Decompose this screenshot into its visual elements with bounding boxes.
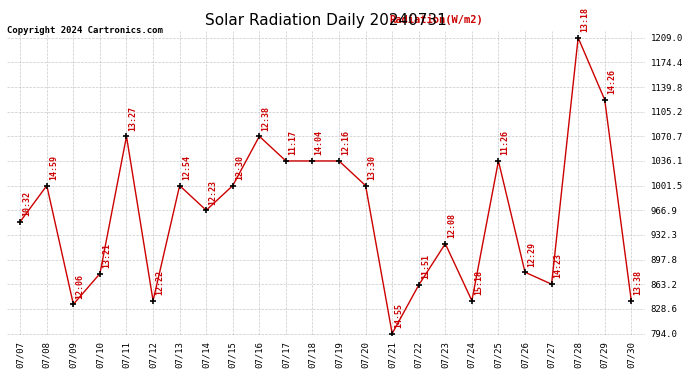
- Text: 14:26: 14:26: [607, 69, 616, 94]
- Title: Solar Radiation Daily 20240731: Solar Radiation Daily 20240731: [205, 13, 446, 28]
- Text: 11:26: 11:26: [500, 130, 509, 155]
- Text: Copyright 2024 Cartronics.com: Copyright 2024 Cartronics.com: [7, 26, 163, 35]
- Text: 13:30: 13:30: [368, 155, 377, 180]
- Text: 11:17: 11:17: [288, 130, 297, 155]
- Text: 12:54: 12:54: [181, 155, 190, 180]
- Text: 14:59: 14:59: [49, 155, 58, 180]
- Text: 13:38: 13:38: [633, 270, 642, 295]
- Text: 14:04: 14:04: [315, 130, 324, 155]
- Text: 12:22: 12:22: [155, 270, 164, 295]
- Text: 12:23: 12:23: [208, 180, 217, 205]
- Text: 11:51: 11:51: [421, 254, 430, 279]
- Text: 12:06: 12:06: [75, 274, 84, 298]
- Text: 13:21: 13:21: [102, 243, 111, 268]
- Text: 12:29: 12:29: [527, 242, 536, 267]
- Text: 12:30: 12:30: [235, 155, 244, 180]
- Text: 12:38: 12:38: [262, 106, 270, 130]
- Text: 13:18: 13:18: [580, 7, 589, 32]
- Text: 12:16: 12:16: [341, 130, 350, 155]
- Text: 15:18: 15:18: [474, 270, 483, 295]
- Text: 13:27: 13:27: [128, 106, 137, 130]
- Text: Radiation(W/m2): Radiation(W/m2): [390, 15, 483, 24]
- Text: 14:23: 14:23: [553, 254, 563, 279]
- Text: 14:55: 14:55: [394, 303, 403, 328]
- Text: 10:32: 10:32: [22, 191, 31, 216]
- Text: 12:08: 12:08: [447, 213, 456, 238]
